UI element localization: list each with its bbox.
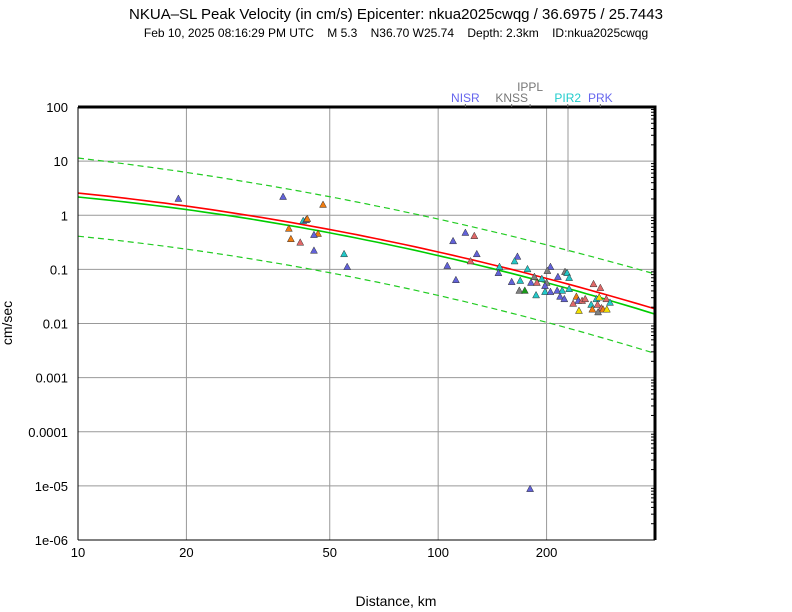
y-tick-label: 1e-06: [35, 533, 68, 548]
data-point-triangle: [461, 228, 470, 236]
data-point-triangle: [495, 262, 504, 270]
data-point-triangle: [343, 262, 352, 270]
x-tick-label: 100: [427, 545, 449, 560]
data-point-triangle: [443, 261, 452, 269]
y-tick-label: 10: [54, 154, 68, 169]
lower-bound-curve: [77, 235, 656, 354]
data-point-triangle: [589, 279, 598, 288]
data-point-triangle: [310, 230, 318, 238]
data-point-triangle: [575, 306, 583, 314]
y-tick-label: 0.01: [43, 317, 68, 332]
data-point-triangle: [594, 307, 603, 316]
grid: [77, 106, 655, 541]
data-point-triangle: [532, 290, 540, 299]
station-label: IPPL: [517, 80, 543, 94]
regression-green-curve: [77, 196, 656, 315]
data-point-triangle: [565, 284, 574, 292]
data-point-triangle: [527, 278, 535, 286]
y-tick-label: 0.0001: [28, 425, 68, 440]
station-label: KNSS: [495, 91, 528, 105]
data-point-triangle: [530, 272, 539, 280]
data-point-triangle: [543, 266, 552, 274]
data-point-triangle: [595, 293, 604, 301]
data-point-triangle: [553, 286, 562, 294]
data-point-triangle: [581, 294, 590, 303]
data-point-triangle: [523, 264, 532, 273]
y-tick-label: 100: [46, 100, 68, 115]
data-point-triangle: [520, 286, 529, 294]
y-axis-label: cm/sec: [0, 301, 15, 345]
data-point-triangle: [556, 292, 564, 300]
chart-title: NKUA–SL Peak Velocity (in cm/s) Epicente…: [129, 6, 663, 23]
x-tick-label: 10: [71, 545, 85, 560]
y-tick-label: 1e-05: [35, 479, 68, 494]
data-point-triangle: [494, 268, 503, 276]
data-point-triangle: [507, 277, 516, 285]
data-point-triangle: [526, 484, 535, 492]
chart-subtitle: Feb 10, 2025 08:16:29 PM UTC M 5.3 N36.7…: [144, 26, 648, 40]
data-point-triangle: [593, 300, 602, 308]
upper-bound-curve: [77, 157, 656, 275]
data-point-triangle: [466, 256, 475, 265]
y-tick-label: 0.001: [35, 371, 68, 386]
data-point-triangle: [451, 275, 460, 283]
data-point-triangle: [449, 236, 457, 245]
station-label: NISR: [451, 91, 480, 105]
y-tick-label: 1: [61, 208, 68, 223]
y-tick-label: 0.1: [50, 262, 68, 277]
data-point-triangle: [563, 268, 571, 276]
data-point-triangle: [588, 305, 597, 313]
data-point-triangle: [472, 249, 481, 258]
data-point-triangle: [319, 200, 327, 208]
data-point-triangle: [541, 287, 549, 295]
data-point-triangle: [510, 256, 519, 265]
x-tick-label: 200: [536, 545, 558, 560]
data-point-triangle: [553, 272, 562, 280]
data-point-triangle: [532, 278, 541, 286]
data-point-triangle: [279, 192, 287, 200]
data-point-triangle: [516, 276, 525, 284]
data-point-triangle: [560, 294, 569, 303]
data-point-triangle: [602, 305, 611, 313]
data-point-triangle: [284, 224, 293, 232]
data-points: [174, 192, 614, 492]
data-point-triangle: [310, 246, 318, 254]
data-point-triangle: [546, 262, 555, 270]
data-point-triangle: [569, 299, 578, 307]
data-point-triangle: [513, 252, 522, 260]
x-axis-label: Distance, km: [356, 593, 437, 609]
tick-labels: 10 20 50 100 200 100 10 1 0.1 0.01 0.001 0.0001 1e-0…: [28, 100, 557, 560]
data-point-triangle: [606, 298, 614, 306]
data-point-triangle: [286, 234, 295, 243]
x-tick-label: 50: [323, 545, 337, 560]
regression-red-curve: [77, 192, 656, 310]
data-point-triangle: [537, 274, 546, 282]
data-point-triangle: [596, 283, 605, 291]
data-point-triangle: [296, 238, 305, 246]
data-point-triangle: [602, 294, 611, 303]
data-point-triangle: [515, 286, 524, 294]
data-point-triangle: [565, 273, 574, 281]
data-point-triangle: [470, 231, 479, 239]
data-point-triangle: [174, 194, 183, 202]
station-label: PRK: [588, 91, 613, 105]
data-point-triangle: [303, 214, 312, 222]
data-point-triangle: [546, 287, 555, 295]
plot-frame: [77, 105, 657, 541]
station-label: PIR2: [554, 91, 581, 105]
data-point-triangle: [340, 249, 348, 258]
data-point-triangle: [558, 286, 567, 294]
data-point-triangle: [314, 229, 322, 237]
x-tick-label: 20: [179, 545, 193, 560]
curves: [77, 157, 656, 354]
